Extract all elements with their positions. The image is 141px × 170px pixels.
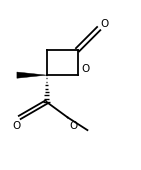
- Text: O: O: [12, 121, 20, 131]
- Text: O: O: [101, 19, 109, 29]
- Text: O: O: [81, 64, 89, 74]
- Polygon shape: [17, 72, 47, 78]
- Text: O: O: [69, 121, 77, 131]
